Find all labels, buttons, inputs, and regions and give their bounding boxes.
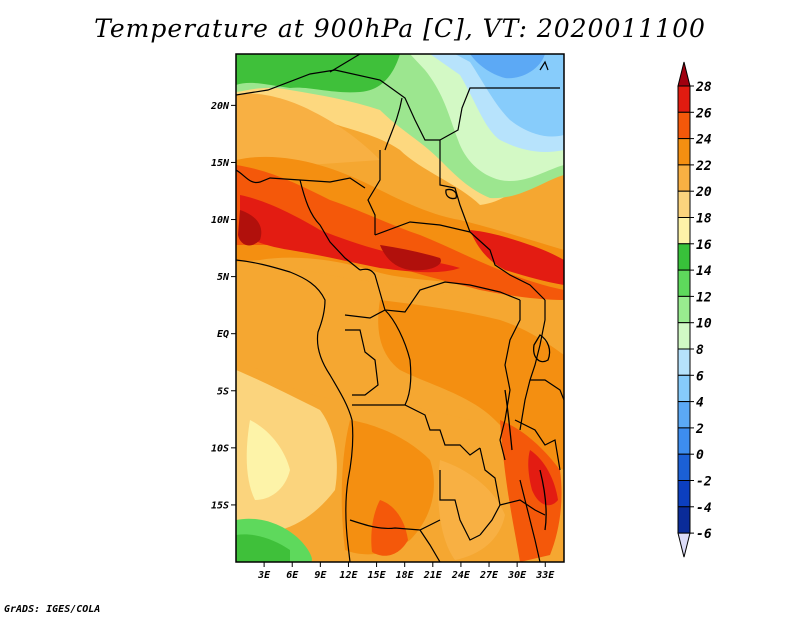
colorbar-bin bbox=[677, 322, 691, 350]
temperature-field bbox=[236, 54, 564, 562]
colorbar-label: 4 bbox=[696, 396, 704, 411]
colorbar-bin bbox=[677, 85, 691, 113]
lon-label: 12E bbox=[339, 570, 358, 581]
colorbar-bin bbox=[677, 295, 691, 324]
lat-label: EQ bbox=[217, 329, 229, 340]
lon-label: 33E bbox=[535, 570, 555, 581]
lon-label: 30E bbox=[507, 570, 527, 581]
lon-label: 3E bbox=[257, 570, 271, 581]
colorbar-bin bbox=[677, 269, 691, 297]
colorbar-bin bbox=[677, 374, 691, 403]
colorbar-bin bbox=[677, 480, 691, 508]
colorbar-bin bbox=[677, 138, 691, 166]
colorbar-bin bbox=[677, 111, 691, 140]
colorbar-label: -4 bbox=[696, 501, 712, 516]
colorbar-top-arrow bbox=[677, 61, 691, 87]
lat-label: 15S bbox=[211, 500, 229, 511]
map-title: Temperature at 900hPa [C], VT: 202001110… bbox=[94, 14, 706, 43]
lake-victoria bbox=[533, 334, 551, 363]
colorbar-label: 12 bbox=[696, 290, 712, 305]
colorbar-bin bbox=[677, 453, 691, 482]
lon-label: 15E bbox=[368, 570, 387, 581]
colorbar-label: 24 bbox=[695, 133, 712, 148]
axis-ticks bbox=[231, 104, 546, 567]
colorbar-label: 20 bbox=[695, 185, 712, 200]
lake-malawi bbox=[539, 469, 547, 531]
colorbar-bin bbox=[677, 164, 691, 192]
colorbar-label: 16 bbox=[696, 238, 712, 253]
colorbar-label: 8 bbox=[696, 343, 704, 358]
colorbar-label: 10 bbox=[696, 317, 712, 332]
lat-label: 5N bbox=[217, 272, 230, 283]
colorbar-label: 2 bbox=[695, 422, 704, 437]
lat-label: 10S bbox=[211, 443, 229, 454]
lake-chad bbox=[445, 188, 458, 200]
country-borders bbox=[236, 54, 564, 562]
colorbar-label: 28 bbox=[695, 80, 712, 95]
lakes bbox=[445, 188, 551, 531]
lon-label: 9E bbox=[314, 570, 327, 581]
colorbar-label: 0 bbox=[696, 448, 704, 463]
colorbar-bin bbox=[677, 190, 691, 218]
lon-label: 24E bbox=[451, 570, 471, 581]
lon-label: 18E bbox=[396, 570, 415, 581]
colorbar-bin bbox=[677, 348, 691, 376]
lon-label: 21E bbox=[423, 570, 443, 581]
lat-label: 10N bbox=[211, 215, 230, 226]
map-frame bbox=[235, 53, 565, 563]
colorbar-label: 26 bbox=[695, 106, 712, 121]
lake-tanganyika bbox=[504, 389, 513, 451]
colorbar-bin bbox=[677, 427, 691, 455]
colorbar-bin bbox=[677, 217, 691, 245]
colorbar-label: -6 bbox=[696, 527, 712, 542]
lat-label: 15N bbox=[211, 158, 230, 169]
lat-label: 20N bbox=[210, 101, 230, 112]
credit-text: GrADS: IGES/COLA bbox=[4, 604, 101, 615]
axis-labels: 20N 15N 10N 5N EQ 5S 10S 15S 3E 6E 9E 12E 15E 18E 21E 2… bbox=[210, 101, 555, 581]
lon-label: 6E bbox=[286, 570, 299, 581]
colorbar-bin bbox=[677, 506, 691, 534]
colorbar-bottom-arrow bbox=[677, 532, 691, 558]
colorbar-bin bbox=[677, 243, 691, 271]
colorbar-label: 18 bbox=[696, 212, 712, 227]
colorbar-label: -2 bbox=[696, 475, 712, 490]
lat-label: 5S bbox=[217, 386, 229, 397]
lon-label: 27E bbox=[479, 570, 499, 581]
colorbar-label: 14 bbox=[696, 264, 712, 279]
colorbar-label: 22 bbox=[695, 159, 712, 174]
colorbar-label: 6 bbox=[696, 369, 704, 384]
colorbar-bin bbox=[677, 401, 691, 429]
